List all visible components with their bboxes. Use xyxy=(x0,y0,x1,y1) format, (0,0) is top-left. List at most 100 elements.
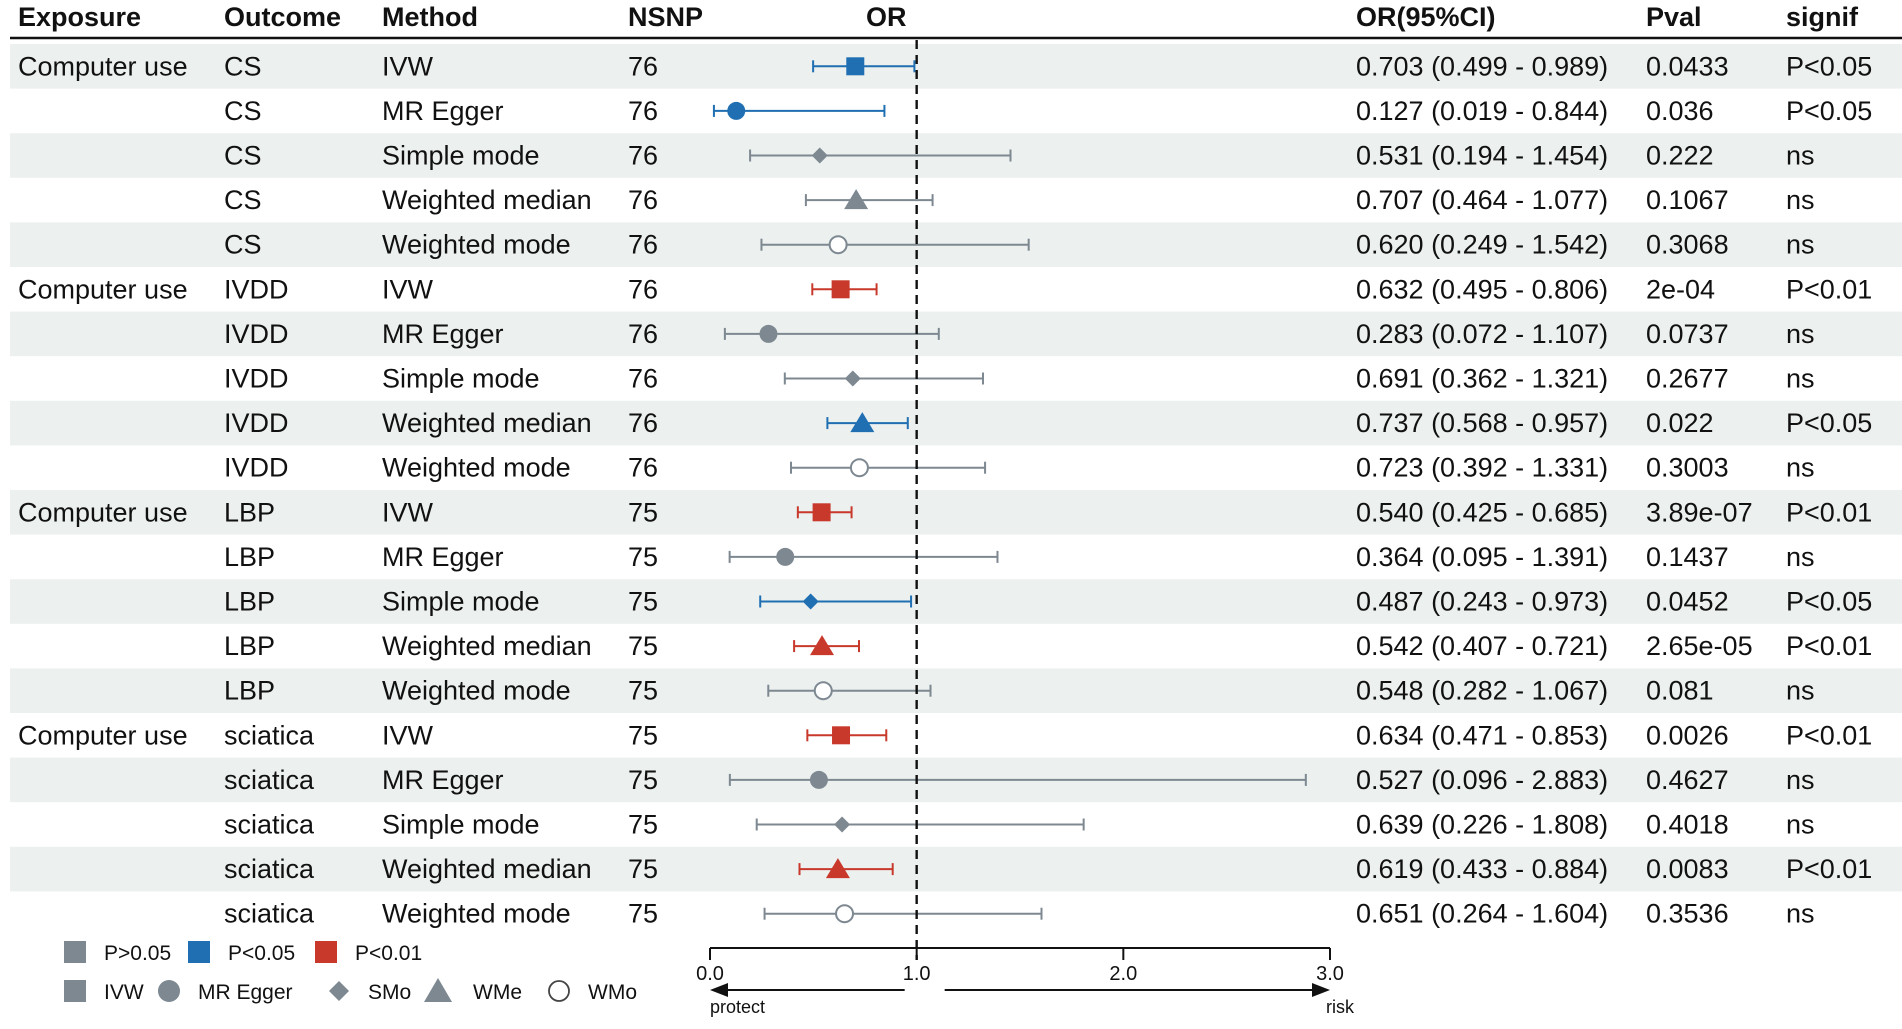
legend-label: WMe xyxy=(473,981,522,1004)
point-estimate xyxy=(810,635,835,656)
row-stripe xyxy=(10,579,1902,624)
cell-or-ci: 0.127 (0.019 - 0.844) xyxy=(1356,96,1608,126)
cell-or-ci: 0.703 (0.499 - 0.989) xyxy=(1356,51,1608,81)
header-or-ci: OR(95%CI) xyxy=(1356,2,1496,32)
header-pval: Pval xyxy=(1646,2,1702,32)
cell-outcome: sciatica xyxy=(224,810,315,840)
table-row: LBP Simple mode 75 0.487 (0.243 - 0.973) 0.0… xyxy=(224,587,1872,617)
cell-method: MR Egger xyxy=(382,765,504,795)
cell-method: Simple mode xyxy=(382,587,540,617)
cell-method: MR Egger xyxy=(382,319,504,349)
cell-or-ci: 0.723 (0.392 - 1.331) xyxy=(1356,453,1608,483)
cell-signif: ns xyxy=(1786,676,1815,706)
row-stripe xyxy=(10,668,1902,713)
cell-pval: 0.0433 xyxy=(1646,51,1729,81)
point-estimate xyxy=(844,370,861,387)
table-row: sciatica Simple mode 75 0.639 (0.226 - 1.80… xyxy=(224,810,1815,840)
cell-exposure: Computer use xyxy=(18,720,188,750)
table-row: IVDD MR Egger 76 0.283 (0.072 - 1.107) 0.073… xyxy=(224,319,1815,349)
cell-exposure: Computer use xyxy=(18,497,188,527)
x-axis-ticks: 0.0 1.0 2.0 3.0 xyxy=(696,948,1344,985)
cell-outcome: sciatica xyxy=(224,765,315,795)
cell-outcome: CS xyxy=(224,51,262,81)
x-axis: 0.0 1.0 2.0 3.0 protect risk xyxy=(696,947,1355,1017)
header-signif: signif xyxy=(1786,2,1859,32)
cell-or-ci: 0.527 (0.096 - 2.883) xyxy=(1356,765,1608,795)
cell-pval: 2.65e-05 xyxy=(1646,631,1753,661)
cell-pval: 0.0026 xyxy=(1646,720,1729,750)
cell-signif: ns xyxy=(1786,230,1815,260)
cell-or-ci: 0.691 (0.362 - 1.321) xyxy=(1356,364,1608,394)
table-row: CS Simple mode 76 0.531 (0.194 - 1.454) 0.22… xyxy=(224,141,1815,171)
cell-outcome: CS xyxy=(224,185,262,215)
x-tick-label: 3.0 xyxy=(1316,963,1344,985)
cell-method: Weighted mode xyxy=(382,230,571,260)
cell-signif: ns xyxy=(1786,453,1815,483)
cell-method: Weighted median xyxy=(382,408,592,438)
cell-method: Weighted mode xyxy=(382,899,571,929)
table-row: Computer use CS IVW 76 0.703 (0.499 - 0.989)… xyxy=(18,51,1872,81)
point-estimate xyxy=(828,235,848,255)
cell-nsnp: 76 xyxy=(628,230,658,260)
cell-nsnp: 76 xyxy=(628,408,658,438)
protect-arrow-head xyxy=(710,983,728,997)
cell-pval: 0.4627 xyxy=(1646,765,1729,795)
table-row: LBP MR Egger 75 0.364 (0.095 - 1.391) 0.1437… xyxy=(224,542,1815,572)
point-estimate xyxy=(834,816,851,833)
cell-signif: ns xyxy=(1786,810,1815,840)
x-tick-label: 1.0 xyxy=(903,963,931,985)
cell-nsnp: 75 xyxy=(628,810,658,840)
forest-marks xyxy=(712,57,1307,924)
cell-method: IVW xyxy=(382,274,434,304)
cell-or-ci: 0.632 (0.495 - 0.806) xyxy=(1356,274,1608,304)
cell-outcome: LBP xyxy=(224,676,275,706)
cell-pval: 0.4018 xyxy=(1646,810,1729,840)
table-row: CS Weighted median 76 0.707 (0.464 - 1.077)… xyxy=(224,185,1815,215)
cell-pval: 0.2677 xyxy=(1646,364,1729,394)
cell-exposure: Computer use xyxy=(18,51,188,81)
legend-label: MR Egger xyxy=(198,981,293,1004)
cell-nsnp: 75 xyxy=(628,765,658,795)
cell-or-ci: 0.542 (0.407 - 0.721) xyxy=(1356,631,1608,661)
cell-pval: 0.3068 xyxy=(1646,230,1729,260)
cell-method: Weighted median xyxy=(382,854,592,884)
legend-square-icon xyxy=(64,980,86,1002)
cell-outcome: LBP xyxy=(224,497,275,527)
header-outcome: Outcome xyxy=(224,2,341,32)
row-stripes xyxy=(10,44,1902,892)
cell-signif: P<0.01 xyxy=(1786,854,1872,884)
x-tick-label: 0.0 xyxy=(696,963,724,985)
x-tick-label: 2.0 xyxy=(1109,963,1137,985)
cell-pval: 0.3003 xyxy=(1646,453,1729,483)
cell-nsnp: 75 xyxy=(628,631,658,661)
table-row: LBP Weighted mode 75 0.548 (0.282 - 1.067) 0… xyxy=(224,676,1815,706)
row-stripe xyxy=(10,44,1902,89)
legend-label: P<0.01 xyxy=(355,942,422,965)
point-estimate xyxy=(811,147,828,164)
cell-signif: ns xyxy=(1786,185,1815,215)
point-estimate xyxy=(831,280,850,299)
cell-pval: 3.89e-07 xyxy=(1646,497,1753,527)
cell-signif: ns xyxy=(1786,319,1815,349)
cell-pval: 0.222 xyxy=(1646,141,1714,171)
point-estimate xyxy=(727,101,746,120)
cell-nsnp: 76 xyxy=(628,274,658,304)
cell-method: Simple mode xyxy=(382,141,540,171)
cell-nsnp: 76 xyxy=(628,51,658,81)
cell-pval: 0.3536 xyxy=(1646,899,1729,929)
cell-nsnp: 76 xyxy=(628,319,658,349)
header-nsnp: NSNP xyxy=(628,2,703,32)
point-estimate xyxy=(759,324,778,343)
cell-or-ci: 0.639 (0.226 - 1.808) xyxy=(1356,810,1608,840)
cell-or-ci: 0.737 (0.568 - 0.957) xyxy=(1356,408,1608,438)
risk-arrow-head xyxy=(1312,983,1330,997)
point-estimate xyxy=(846,57,865,76)
point-estimate xyxy=(844,189,869,210)
table-row: IVDD Simple mode 76 0.691 (0.362 - 1.321) 0.… xyxy=(224,364,1815,394)
cell-pval: 0.1067 xyxy=(1646,185,1729,215)
table-row: sciatica MR Egger 75 0.527 (0.096 - 2.883) 0… xyxy=(224,765,1815,795)
cell-method: Weighted median xyxy=(382,185,592,215)
cell-or-ci: 0.651 (0.264 - 1.604) xyxy=(1356,899,1608,929)
table-row: CS Weighted mode 76 0.620 (0.249 - 1.542) 0.… xyxy=(224,230,1815,260)
